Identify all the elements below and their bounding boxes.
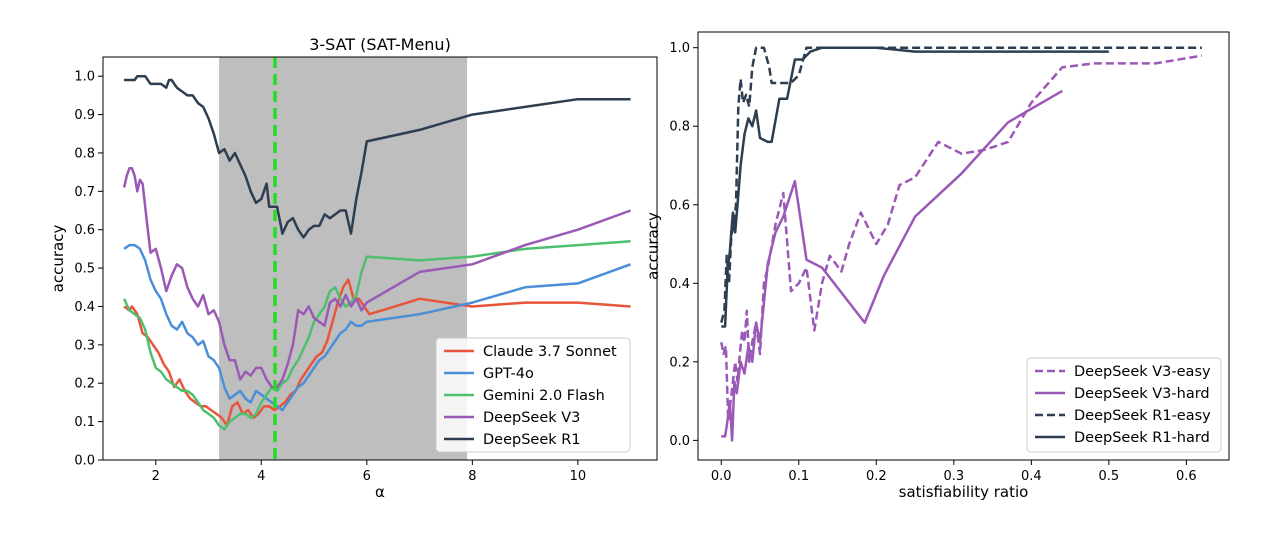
y-tick-label: 1.0 [74,70,95,85]
y-axis-label: accuracy [644,212,662,280]
x-tick-label: 0.5 [1099,469,1120,484]
y-tick-label: 0.9 [74,108,95,123]
x-tick-label: 2 [152,469,160,484]
chart-right-satisfiability: 0.0 0.1 0.2 0.3 0.4 0.5 0.6 0.0 0.2 0.4 0.6 0.8 1.0 s… [644,31,1230,501]
y-axis-label: accuracy [49,225,67,293]
x-tick-label: 8 [468,469,476,484]
legend-label-deepseek-r1-easy: DeepSeek R1-easy [1074,408,1211,424]
series-line-deepseek-r1 [124,74,631,239]
legend-label-gemini-2-0-flash: Gemini 2.0 Flash [483,388,605,404]
legend-label-deepseek-v3: DeepSeek V3 [483,410,580,426]
series-line-claude-3-7-sonnet [123,278,631,427]
chart-title: 3-SAT (SAT-Menu) [309,35,451,54]
x-tick-label: 0.2 [866,469,887,484]
x-axis-label: α [375,483,385,501]
chart-left-3sat-alpha: 2 4 6 8 10 0.0 0.1 0.2 0.3 0.4 0.5 0.6 0.7 0.8 0.9 1.0 α… [49,35,658,501]
y-tick-label: 0.3 [74,338,95,353]
legend-box [1026,357,1222,453]
x-axis-label: satisfiability ratio [899,483,1029,501]
legend-label-deepseek-v3-easy: DeepSeek V3-easy [1074,364,1211,380]
legend-label-claude-3-7-sonnet: Claude 3.7 Sonnet [483,344,617,360]
plot-area [122,74,632,431]
axes-frame [697,31,1230,461]
x-tick-label: 0.6 [1176,469,1197,484]
x-tick-label: 6 [363,469,371,484]
axes-frame [102,56,658,461]
y-tick-label: 0.2 [669,355,690,370]
series-line-deepseek-r1-hard [721,46,1109,328]
y-tick-label: 0.6 [669,198,690,213]
series-line-deepseek-v3-hard [721,89,1063,442]
legend: Claude 3.7 Sonnet GPT-4o Gemini 2.0 Flash D… [435,337,631,453]
x-tick-label: 10 [570,469,587,484]
y-tick-label: 0.6 [74,223,95,238]
y-tick-label: 0.1 [74,415,95,430]
y-tick-label: 0.2 [74,377,95,392]
legend-label-deepseek-r1-hard: DeepSeek R1-hard [1074,430,1210,446]
y-tick-label: 0.7 [74,185,95,200]
legend-box [435,337,631,453]
series-line-gemini-2-0-flash [122,239,631,431]
y-tick-label: 1.0 [669,41,690,56]
series-line-deepseek-v3 [122,167,632,389]
legend-label-gpt-4o: GPT-4o [483,366,534,382]
legend: DeepSeek V3-easy DeepSeek V3-hard DeepSeek… [1026,357,1222,453]
x-tick-label: 0.4 [1021,469,1042,484]
y-tick-label: 0.0 [669,434,690,449]
y-tick-label: 0.0 [74,454,95,469]
y-tick-label: 0.8 [74,146,95,161]
plot-area [720,46,1203,442]
legend-label-deepseek-r1: DeepSeek R1 [483,432,581,448]
y-tick-label: 0.5 [74,262,95,277]
x-tick-label: 0.1 [788,469,809,484]
series-line-gpt-4o [123,243,632,412]
y-tick-label: 0.8 [669,120,690,135]
y-tick-label: 0.4 [669,277,690,292]
x-tick-label: 0.0 [711,469,732,484]
x-tick-label: 0.3 [943,469,964,484]
y-tick-label: 0.4 [74,300,95,315]
legend-label-deepseek-v3-hard: DeepSeek V3-hard [1074,386,1210,402]
x-tick-label: 4 [257,469,265,484]
